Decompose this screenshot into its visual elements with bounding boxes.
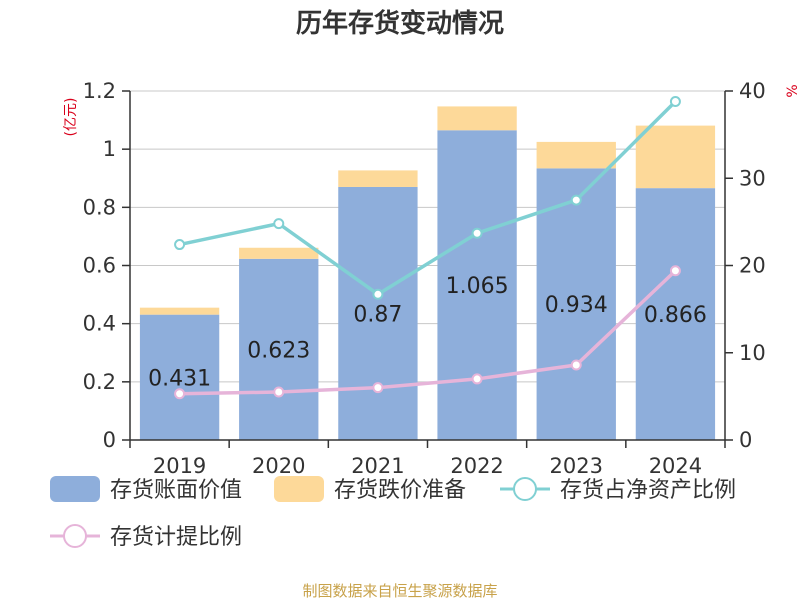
line-point-2-2024 [669, 265, 681, 277]
bar-book-value-2019 [139, 314, 220, 440]
line-point-1-2021 [372, 288, 384, 300]
data-label-2022: 1.065 [446, 274, 509, 299]
line-point-1-2024 [669, 95, 681, 107]
data-label-2020: 0.623 [247, 338, 310, 363]
left-tick-label-2: 0.4 [83, 312, 116, 336]
left-tick-label-5: 1 [103, 137, 116, 161]
axes: 0 0.2 0.4 0.6 0.8 1 1.2 0 10 20 30 40 2019 2020 2021 20… [83, 79, 766, 478]
bar-book-value-2022 [437, 130, 517, 440]
left-tick-label-4: 0.8 [83, 195, 116, 219]
bar-impairment-2021 [338, 170, 418, 187]
data-labels: 0.431 0.623 0.87 1.065 0.934 0.866 [148, 274, 707, 391]
right-tick-label-4: 40 [739, 79, 766, 103]
right-tick-label-0: 0 [739, 428, 752, 452]
left-tick-label-3: 0.6 [83, 254, 116, 278]
left-tick-label-6: 1.2 [83, 79, 116, 103]
legend-item-2: 存货跌价准备 [274, 476, 466, 503]
line-series-2 [179, 269, 677, 396]
bar-book-value-2023 [536, 168, 616, 440]
legend-label-1: 存货账面价值 [110, 478, 242, 503]
data-label-2023: 0.934 [545, 293, 608, 318]
line-point-1-2019 [174, 239, 186, 251]
right-tick-label-1: 10 [739, 341, 766, 365]
chart-title: 历年存货变动情况 [296, 8, 504, 39]
x-tick-label-2020: 2020 [252, 454, 305, 478]
bars [139, 106, 716, 440]
line-point-1-2023 [570, 194, 582, 206]
x-tick-label-2024: 2024 [649, 454, 702, 478]
legend-marker-4 [63, 524, 87, 548]
line-point-2-2022 [471, 373, 483, 385]
bar-impairment-2024 [635, 125, 716, 189]
left-tick-label-1: 0.2 [83, 370, 116, 394]
bar-book-value-2021 [338, 186, 418, 440]
line-series-1 [179, 100, 677, 297]
bar-impairment-2023 [536, 141, 616, 169]
legend-item-4: 存货计提比例 [50, 524, 242, 550]
right-tick-label-2: 20 [739, 254, 766, 278]
right-tick-label-3: 30 [739, 166, 766, 190]
left-tick-label-0: 0 [103, 428, 116, 452]
bar-impairment-2019 [139, 307, 220, 315]
legend-label-3: 存货占净资产比例 [560, 478, 736, 503]
legend-marker-3 [513, 477, 537, 501]
legend-item-3: 存货占净资产比例 [500, 477, 736, 503]
x-tick-label-2023: 2023 [550, 454, 603, 478]
legend-swatch-2 [274, 476, 324, 502]
x-tick-label-2021: 2021 [351, 454, 404, 478]
bar-book-value-2024 [635, 188, 716, 440]
line-point-2-2021 [372, 382, 384, 394]
legend-label-2: 存货跌价准备 [334, 478, 466, 503]
bar-book-value-2020 [239, 258, 319, 440]
legend-item-1: 存货账面价值 [50, 476, 242, 503]
right-axis-unit: % [785, 84, 800, 97]
legend-label-4: 存货计提比例 [110, 525, 242, 550]
lines [174, 95, 681, 400]
line-point-2-2023 [570, 359, 582, 371]
data-label-2024: 0.866 [644, 303, 707, 328]
line-point-1-2022 [471, 227, 483, 239]
bar-impairment-2020 [239, 247, 319, 259]
line-point-2-2019 [174, 388, 186, 400]
line-point-2-2020 [273, 386, 285, 398]
bar-impairment-2022 [437, 106, 517, 131]
x-tick-label-2019: 2019 [153, 454, 206, 478]
data-label-2021: 0.87 [353, 302, 402, 327]
x-tick-label-2022: 2022 [450, 454, 503, 478]
legend-swatch-1 [50, 476, 100, 502]
line-point-1-2020 [273, 218, 285, 230]
data-label-2019: 0.431 [148, 366, 211, 391]
left-axis-unit: (亿元) [63, 98, 79, 137]
source-note: 制图数据来自恒生聚源数据库 [302, 582, 497, 600]
